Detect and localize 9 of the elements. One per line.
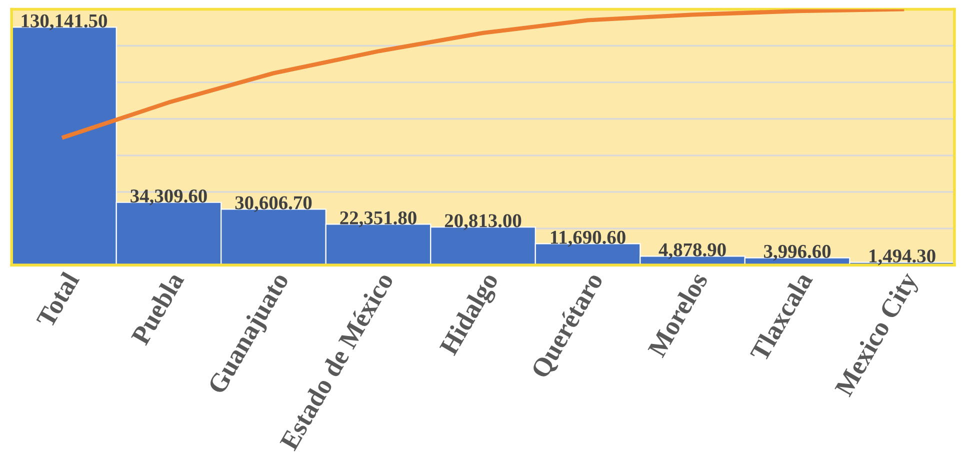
data-label: 11,690.60 bbox=[550, 230, 626, 247]
data-label: 3,996.60 bbox=[764, 244, 831, 261]
data-label: 22,351.80 bbox=[340, 211, 416, 228]
data-label: 1,494.30 bbox=[870, 249, 936, 266]
data-label: 4,878.90 bbox=[658, 243, 726, 260]
data-label: 30,606.70 bbox=[235, 196, 312, 212]
data-label: 20,813.00 bbox=[444, 214, 522, 230]
data-label: 34,309.60 bbox=[130, 189, 207, 206]
data-label: 130,141.50 bbox=[22, 14, 107, 30]
